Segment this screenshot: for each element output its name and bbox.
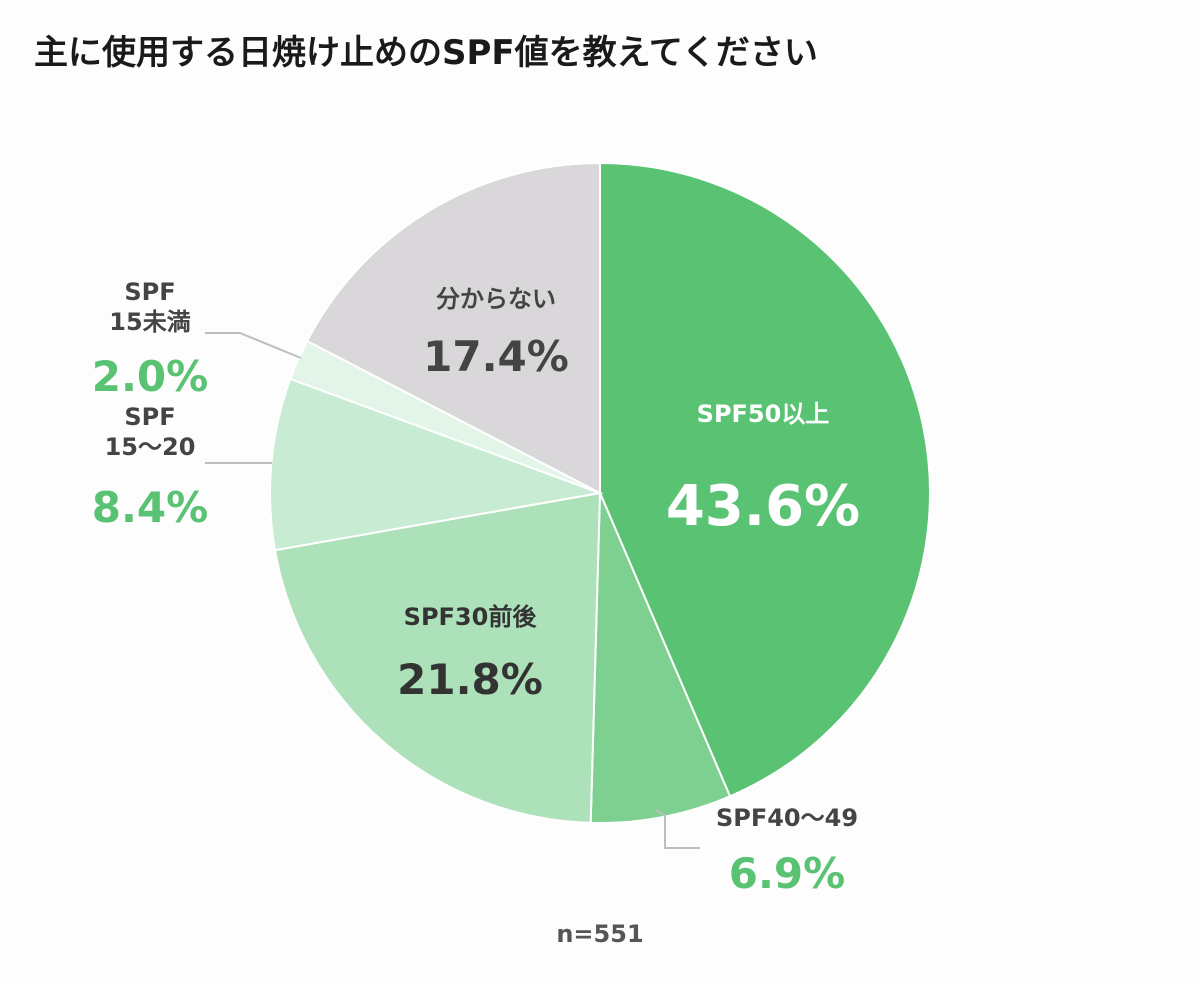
slice-percent-label: 6.9% (729, 849, 845, 898)
slice-category-label: 15〜20 (105, 433, 196, 461)
slice-category-label: SPF30前後 (404, 603, 538, 631)
pie-slice (589, 492, 732, 824)
slice-percent-label: 43.6% (666, 474, 860, 539)
slice-percent-label: 17.4% (423, 332, 569, 381)
leader-lines (205, 332, 700, 849)
slice-percent-label: 8.4% (92, 483, 208, 532)
pie-slices (269, 161, 931, 824)
sample-size-note: n=551 (556, 920, 643, 948)
slice-percent-label: 2.0% (92, 352, 208, 401)
slice-labels: SPF50以上43.6%SPF40〜496.9%SPF30前後21.8%SPF1… (92, 278, 860, 898)
pie-slice (599, 161, 931, 798)
leader-line (654, 809, 700, 849)
chart-title: 主に使用する日焼け止めのSPF値を教えてください (34, 33, 818, 73)
slice-percent-label: 21.8% (397, 655, 543, 704)
slice-category-label: SPF40〜49 (716, 804, 858, 832)
pie-slice (305, 161, 601, 495)
leader-line (205, 332, 302, 359)
pie-slice (273, 491, 602, 824)
slice-category-label: 15未満 (109, 308, 190, 336)
slice-category-label: 分からない (436, 285, 556, 313)
slice-category-label: SPF (124, 403, 175, 431)
slice-category-label: SPF50以上 (697, 400, 830, 428)
slice-category-label: SPF (124, 278, 175, 306)
